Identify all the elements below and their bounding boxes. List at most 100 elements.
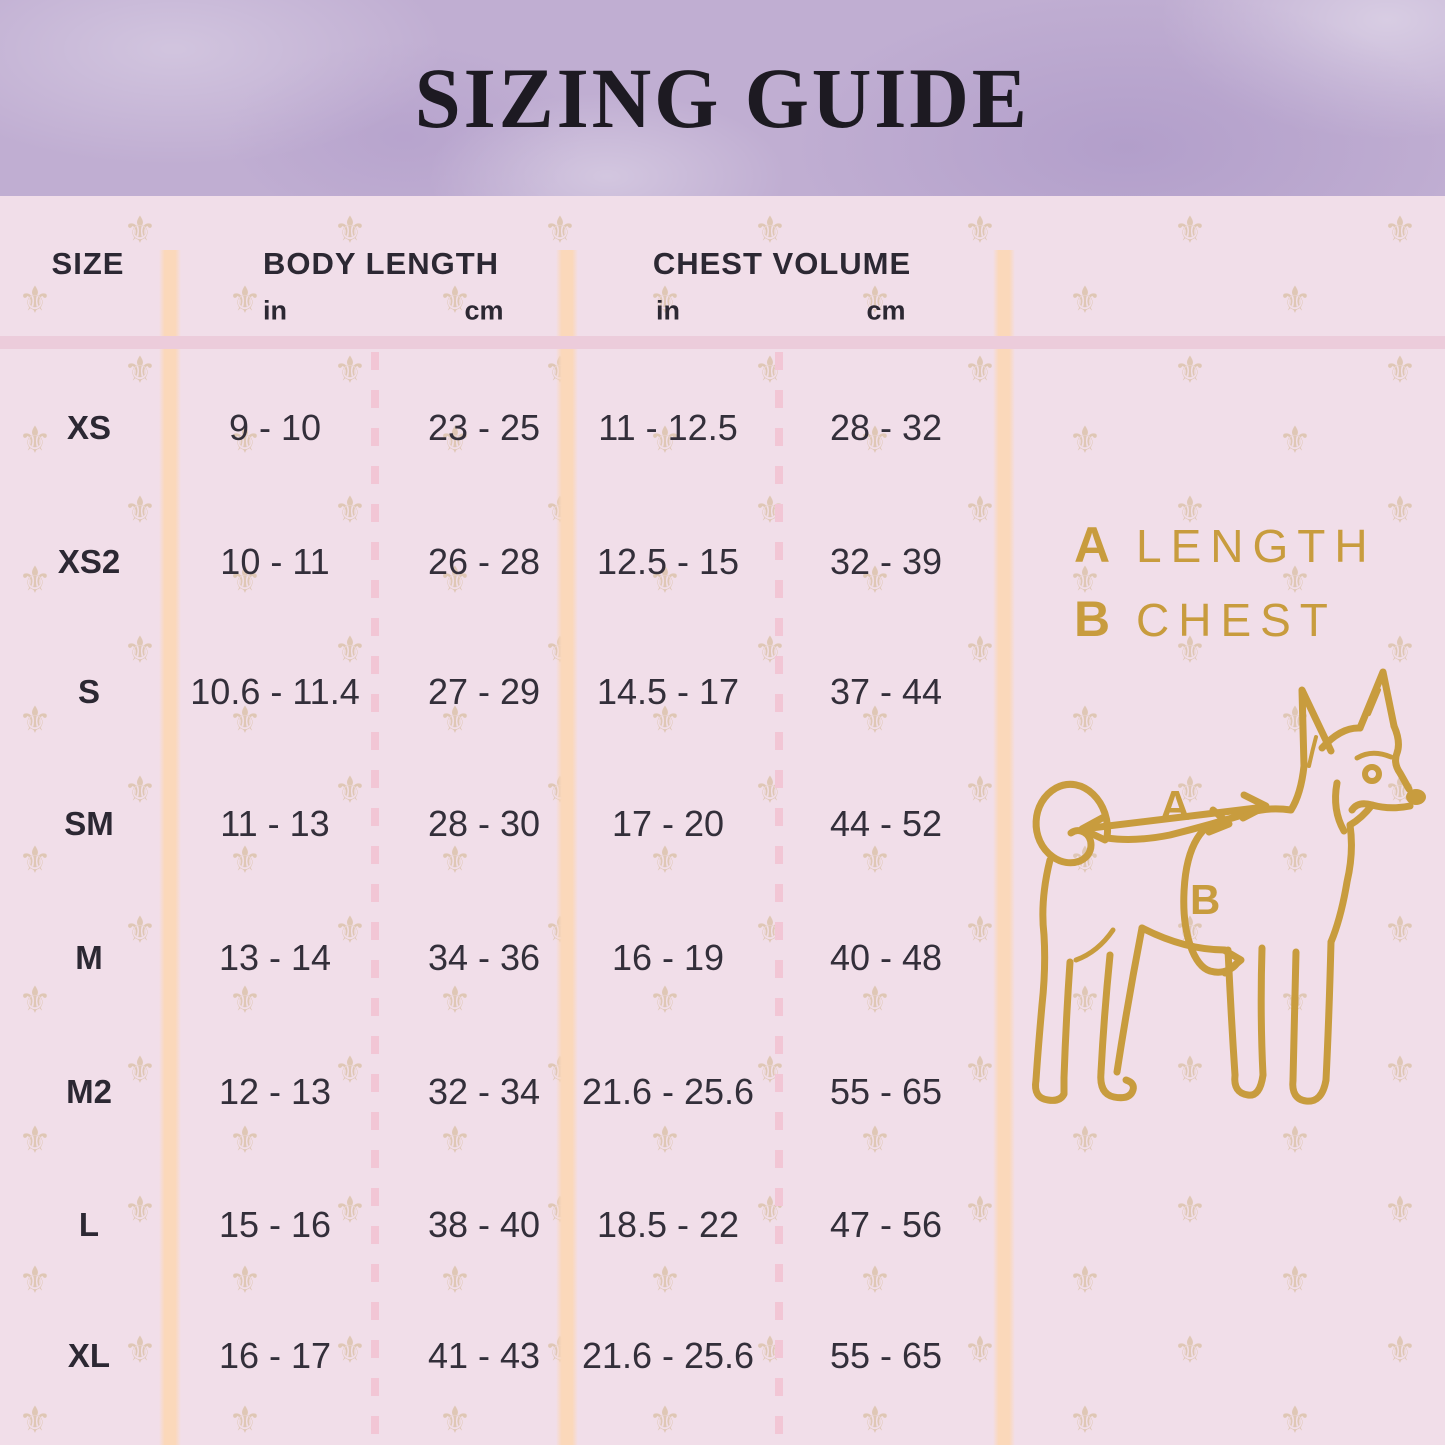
cell-chest-volume-in: 14.5 - 17 (596, 671, 740, 712)
fleur-de-lis-icon: ⚜ (1383, 1189, 1417, 1231)
dog-far-ear (1356, 668, 1398, 732)
cell-chest-volume-in: 12.5 - 15 (596, 541, 740, 582)
fleur-de-lis-icon: ⚜ (333, 909, 367, 951)
size-label: SM (64, 805, 114, 842)
chihuahua-illustration: A B (1032, 668, 1426, 1105)
fleur-de-lis-icon: ⚜ (1068, 559, 1102, 601)
cell-chest-volume-cm: 44 - 52 (829, 803, 943, 844)
dog-nose (1406, 789, 1426, 805)
legend-label-length: LENGTH (1136, 520, 1377, 572)
unit-header-body-cm: cm (464, 295, 504, 326)
cell-body-length-cm: 38 - 40 (427, 1204, 541, 1245)
fleur-de-lis-icon: ⚜ (438, 1119, 472, 1161)
legend-label-chest: CHEST (1136, 594, 1337, 646)
cell-body-length-cm: 23 - 25 (427, 407, 541, 448)
cell-body-length-cm: 32 - 34 (427, 1071, 541, 1112)
cell-chest-volume-in: 16 - 19 (611, 937, 725, 978)
cell-body-length-cm: 34 - 36 (427, 937, 541, 978)
dog-tail (1032, 780, 1112, 867)
cell-body-length-in: 15 - 16 (218, 1204, 332, 1245)
fleur-de-lis-icon: ⚜ (1383, 489, 1417, 531)
fleur-de-lis-icon: ⚜ (858, 419, 892, 461)
fleur-de-lis-icon: ⚜ (543, 209, 577, 251)
size-label: L (78, 1206, 100, 1243)
fleur-de-lis-icon: ⚜ (858, 1399, 892, 1441)
fleur-de-lis-icon: ⚜ (18, 1119, 52, 1161)
fleur-de-lis-icon: ⚜ (228, 279, 262, 321)
dashed-divider (775, 352, 783, 1445)
fleur-de-lis-icon: ⚜ (438, 979, 472, 1021)
column-divider (993, 250, 1015, 1445)
fleur-de-lis-icon: ⚜ (1383, 1329, 1417, 1371)
cell-chest-volume-cm: 37 - 44 (829, 671, 943, 712)
cell-chest-volume-in: 18.5 - 22 (596, 1204, 740, 1245)
legend-key-a: A (1074, 517, 1111, 573)
fleur-de-lis-icon: ⚜ (438, 839, 472, 881)
fleur-de-lis-icon: ⚜ (228, 559, 262, 601)
fleur-de-lis-icon: ⚜ (438, 559, 472, 601)
fleur-de-lis-icon: ⚜ (648, 1259, 682, 1301)
fleur-de-lis-icon: ⚜ (1278, 1259, 1312, 1301)
fleur-de-lis-icon: ⚜ (963, 629, 997, 671)
fleur-de-lis-icon: ⚜ (1173, 209, 1207, 251)
fleur-de-lis-icon: ⚜ (333, 629, 367, 671)
fleur-de-lis-icon: ⚜ (648, 839, 682, 881)
size-label: XS (66, 409, 112, 446)
fleur-de-lis-icon: ⚜ (228, 979, 262, 1021)
fleur-de-lis-icon: ⚜ (438, 1259, 472, 1301)
cell-chest-volume-cm: 55 - 65 (829, 1071, 943, 1112)
fleur-de-lis-icon: ⚜ (1383, 629, 1417, 671)
fleur-de-lis-icon: ⚜ (123, 1049, 157, 1091)
cell-body-length-in: 11 - 13 (220, 803, 330, 844)
size-label: M2 (66, 1073, 112, 1110)
fleur-de-lis-icon: ⚜ (1173, 489, 1207, 531)
header-band: SIZING GUIDE (0, 0, 1445, 196)
dog-eye (1362, 764, 1382, 784)
size-label: XS2 (57, 543, 121, 580)
cell-chest-volume-in: 21.6 - 25.6 (581, 1071, 755, 1112)
cell-chest-volume-cm: 47 - 56 (829, 1204, 943, 1245)
cell-body-length-in: 9 - 10 (228, 407, 322, 448)
fleur-de-lis-icon: ⚜ (1173, 1189, 1207, 1231)
fleur-de-lis-icon: ⚜ (963, 489, 997, 531)
fleur-de-lis-icon: ⚜ (858, 699, 892, 741)
cell-body-length-in: 10 - 11 (220, 541, 330, 582)
fleur-de-lis-icon: ⚜ (648, 279, 682, 321)
fleur-de-lis-icon: ⚜ (1068, 419, 1102, 461)
measurement-legend: A LENGTH B CHEST (1074, 516, 1377, 664)
size-label: M (75, 939, 103, 976)
fleur-de-lis-icon: ⚜ (1068, 1259, 1102, 1301)
column-header-body-length: BODY LENGTH (262, 246, 500, 281)
column-divider (556, 250, 578, 1445)
unit-header-body-in: in (263, 295, 287, 326)
fleur-de-lis-icon: ⚜ (123, 1329, 157, 1371)
fleur-de-lis-icon: ⚜ (123, 909, 157, 951)
fleur-de-lis-icon: ⚜ (123, 209, 157, 251)
fleur-de-lis-icon: ⚜ (438, 279, 472, 321)
fleur-de-lis-icon: ⚜ (1278, 419, 1312, 461)
cell-chest-volume-in: 11 - 12.5 (598, 407, 738, 448)
column-header-size: SIZE (51, 246, 125, 281)
dog-belly (1138, 924, 1229, 954)
fleur-de-lis-icon: ⚜ (1173, 349, 1207, 391)
cell-body-length-cm: 28 - 30 (427, 803, 541, 844)
fleur-de-lis-icon: ⚜ (1068, 1399, 1102, 1441)
fleur-de-lis-icon: ⚜ (438, 699, 472, 741)
fleur-de-lis-icon: ⚜ (228, 839, 262, 881)
legend-row-length: A LENGTH (1074, 516, 1377, 590)
fleur-de-lis-icon: ⚜ (333, 769, 367, 811)
fleur-de-lis-icon: ⚜ (123, 629, 157, 671)
cell-chest-volume-cm: 32 - 39 (829, 541, 943, 582)
fleur-de-lis-icon: ⚜ (648, 979, 682, 1021)
fleur-de-lis-icon: ⚜ (1068, 279, 1102, 321)
fleur-de-lis-icon: ⚜ (18, 1399, 52, 1441)
fleur-de-lis-icon: ⚜ (228, 1259, 262, 1301)
fleur-de-lis-icon: ⚜ (648, 559, 682, 601)
fleur-de-lis-icon: ⚜ (1383, 209, 1417, 251)
fleur-de-lis-icon: ⚜ (1068, 1119, 1102, 1161)
fleur-de-lis-icon: ⚜ (963, 1189, 997, 1231)
fleur-de-lis-icon: ⚜ (963, 909, 997, 951)
fleur-de-lis-icon: ⚜ (333, 349, 367, 391)
fleur-de-lis-icon: ⚜ (333, 209, 367, 251)
